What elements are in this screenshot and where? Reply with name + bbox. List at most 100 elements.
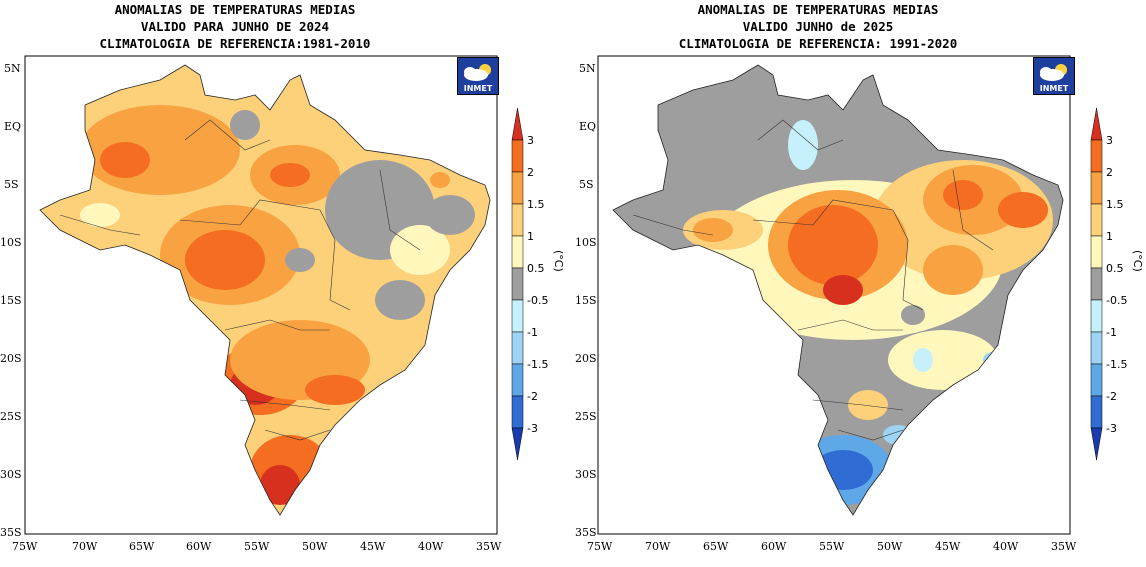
inmet-logo: INMET	[457, 57, 499, 95]
colorbar-label: 1	[527, 230, 534, 243]
colorbar-segment	[511, 331, 524, 365]
lat-label: 20S	[575, 352, 597, 365]
colorbar-label: 3	[527, 134, 534, 147]
colorbar-segment	[1090, 299, 1103, 333]
map-title-line-3: CLIMATOLOGIA DE REFERENCIA: 1991-2020	[678, 36, 958, 51]
colorbar-segment	[511, 427, 524, 461]
lon-label: 35W	[476, 540, 502, 553]
lon-label: 75W	[12, 540, 38, 553]
colorbar-segment	[1090, 139, 1103, 173]
map-title-line-1: ANOMALIAS DE TEMPERATURAS MEDIAS	[697, 2, 939, 17]
colorbar-segment	[511, 107, 524, 141]
lon-label: 60W	[761, 540, 787, 553]
lon-label: 65W	[703, 540, 729, 553]
map-title-line-2: VALIDO PARA JUNHO DE 2024	[140, 19, 330, 34]
lon-label: 50W	[877, 540, 903, 553]
lat-label: 25S	[0, 410, 22, 423]
colorbar-label: -1	[527, 326, 538, 339]
lat-label: EQ	[4, 120, 21, 133]
lat-label: EQ	[579, 120, 596, 133]
colorbar-label: -0.5	[527, 294, 548, 307]
lat-label: 30S	[575, 468, 597, 481]
logo-text: INMET	[463, 84, 493, 93]
colorbar-segment	[1090, 235, 1103, 269]
lon-label: 40W	[418, 540, 444, 553]
colorbar-segment	[511, 171, 524, 205]
lon-label: 70W	[645, 540, 671, 553]
colorbar-label: 2	[527, 166, 534, 179]
lat-axis-labels: 5N EQ 5S 10S 15S 20S 25S 30S 35S	[575, 62, 597, 539]
lat-label: 15S	[0, 294, 22, 307]
lon-label: 55W	[819, 540, 845, 553]
lat-label: 5N	[579, 62, 596, 75]
lat-label: 35S	[575, 526, 597, 539]
lon-label: 70W	[72, 540, 98, 553]
lon-label: 65W	[129, 540, 155, 553]
lat-label: 30S	[0, 468, 22, 481]
colorbar-segment	[511, 363, 524, 397]
lat-label: 25S	[575, 410, 597, 423]
lon-label: 50W	[302, 540, 328, 553]
lon-axis-labels: 75W 70W 65W 60W 55W 50W 45W 40W 35W	[587, 540, 1077, 553]
colorbar-label: 2	[1106, 166, 1113, 179]
colorbar-segment	[511, 267, 524, 301]
map-panel-2025: ANOMALIAS DE TEMPERATURAS MEDIAS VALIDO …	[573, 0, 1146, 567]
colorbar-segment	[1090, 171, 1103, 205]
colorbar-label: -3	[527, 422, 538, 435]
colorbar-label: -2	[1106, 390, 1117, 403]
lat-label: 5N	[4, 62, 21, 75]
colorbar-label: 0.5	[527, 262, 545, 275]
anomaly-map-2025: 5N EQ 5S 10S 15S 20S 25S 30S 35S 75W 70W…	[575, 55, 1144, 553]
map-panel-2024: ANOMALIAS DE TEMPERATURAS MEDIAS VALIDO …	[0, 2, 565, 553]
lon-label: 45W	[935, 540, 961, 553]
colorbar-unit: (°C)	[1131, 250, 1144, 272]
colorbar-label: 3	[1106, 134, 1113, 147]
colorbar-label: -1.5	[1106, 358, 1127, 371]
cloud-sun-icon	[1040, 64, 1067, 81]
lat-label: 20S	[0, 352, 22, 365]
anomaly-map-2024: 5N EQ 5S 10S 15S 20S 25S 30S 35S 75W 70W…	[0, 55, 565, 553]
lon-label: 35W	[1051, 540, 1077, 553]
colorbar-segment	[511, 203, 524, 237]
map-title-line-2: VALIDO JUNHO de 2025	[742, 19, 894, 34]
inmet-logo: INMET	[1033, 57, 1075, 95]
lat-label: 5S	[579, 178, 594, 191]
colorbar-unit: (°C)	[552, 250, 565, 272]
colorbar-label: -1.5	[527, 358, 548, 371]
lat-label: 15S	[575, 294, 597, 307]
cloud-sun-icon	[464, 64, 491, 81]
colorbar: 3 2 1.5 1 0.5 -0.5 -1 -1.5 -2 -3 (°C)	[1090, 107, 1144, 461]
lat-label: 10S	[575, 236, 597, 249]
colorbar: 3 2 1.5 1 0.5 -0.5 -1 -1.5 -2 -3 (°C)	[511, 107, 565, 461]
lat-label: 10S	[0, 236, 22, 249]
colorbar-segment	[1090, 203, 1103, 237]
colorbar-segment	[511, 395, 524, 429]
colorbar-segment	[511, 139, 524, 173]
colorbar-segment	[1090, 331, 1103, 365]
colorbar-label: -0.5	[1106, 294, 1127, 307]
lon-axis-labels: 75W 70W 65W 60W 55W 50W 45W 40W 35W	[12, 540, 502, 553]
lat-label: 35S	[0, 526, 22, 539]
lon-label: 60W	[186, 540, 212, 553]
colorbar-segment	[511, 235, 524, 269]
colorbar-segment	[1090, 363, 1103, 397]
lat-axis-labels: 5N EQ 5S 10S 15S 20S 25S 30S 35S	[0, 62, 22, 539]
map-title-line-3: CLIMATOLOGIA DE REFERENCIA:1981-2010	[99, 36, 371, 51]
colorbar-label: 1.5	[1106, 198, 1124, 211]
colorbar-segment	[1090, 427, 1103, 461]
colorbar-label: -3	[1106, 422, 1117, 435]
colorbar-label: -1	[1106, 326, 1117, 339]
colorbar-label: 1	[1106, 230, 1113, 243]
map-title-line-1: ANOMALIAS DE TEMPERATURAS MEDIAS	[114, 2, 356, 17]
colorbar-segment	[1090, 267, 1103, 301]
lon-label: 40W	[993, 540, 1019, 553]
colorbar-segment	[511, 299, 524, 333]
colorbar-label: -2	[527, 390, 538, 403]
logo-text: INMET	[1039, 84, 1069, 93]
colorbar-segment	[1090, 107, 1103, 141]
lon-label: 45W	[360, 540, 386, 553]
colorbar-label: 0.5	[1106, 262, 1124, 275]
lat-label: 5S	[4, 178, 19, 191]
lon-label: 75W	[587, 540, 613, 553]
colorbar-segment	[1090, 395, 1103, 429]
